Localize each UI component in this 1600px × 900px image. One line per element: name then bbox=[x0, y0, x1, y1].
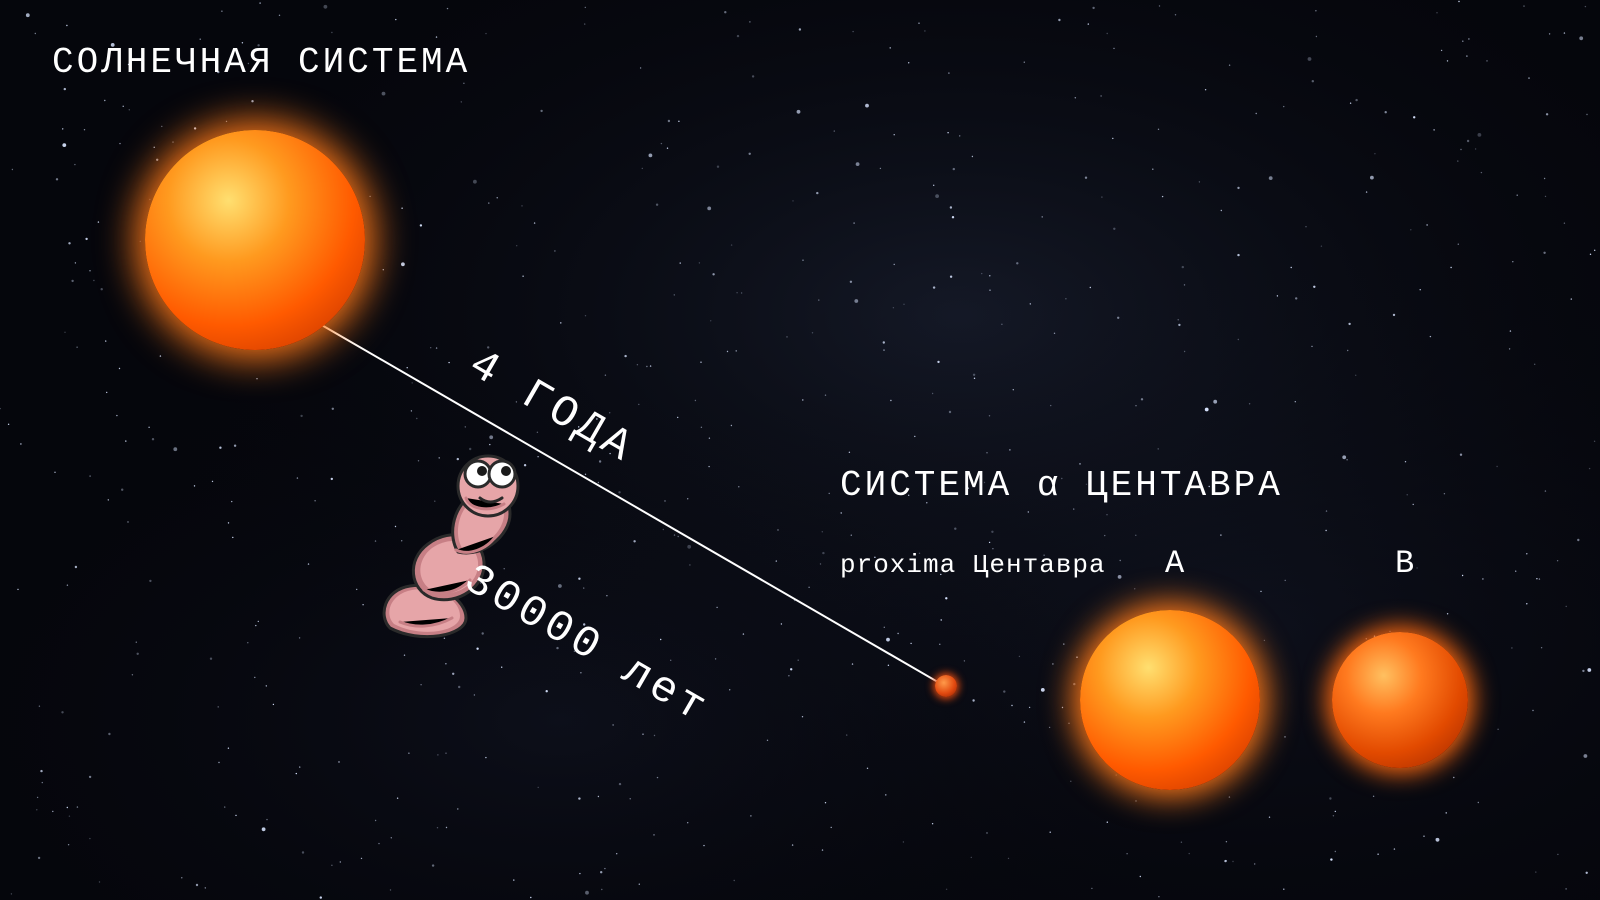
star-b-label: B bbox=[1395, 545, 1417, 582]
star-a-label: A bbox=[1165, 545, 1187, 582]
alpha-centauri-a-star bbox=[1080, 610, 1260, 790]
alpha-centauri-b-star bbox=[1332, 632, 1468, 768]
solar-system-title: СОЛНЕЧНАЯ СИСТЕМА bbox=[52, 42, 470, 83]
proxima-centauri-label: proxima Центавра bbox=[840, 550, 1106, 580]
alpha-centauri-title: СИСТЕМА α ЦЕНТАВРА bbox=[840, 465, 1283, 506]
proxima-centauri-star bbox=[935, 675, 957, 697]
sun-star bbox=[145, 130, 365, 350]
